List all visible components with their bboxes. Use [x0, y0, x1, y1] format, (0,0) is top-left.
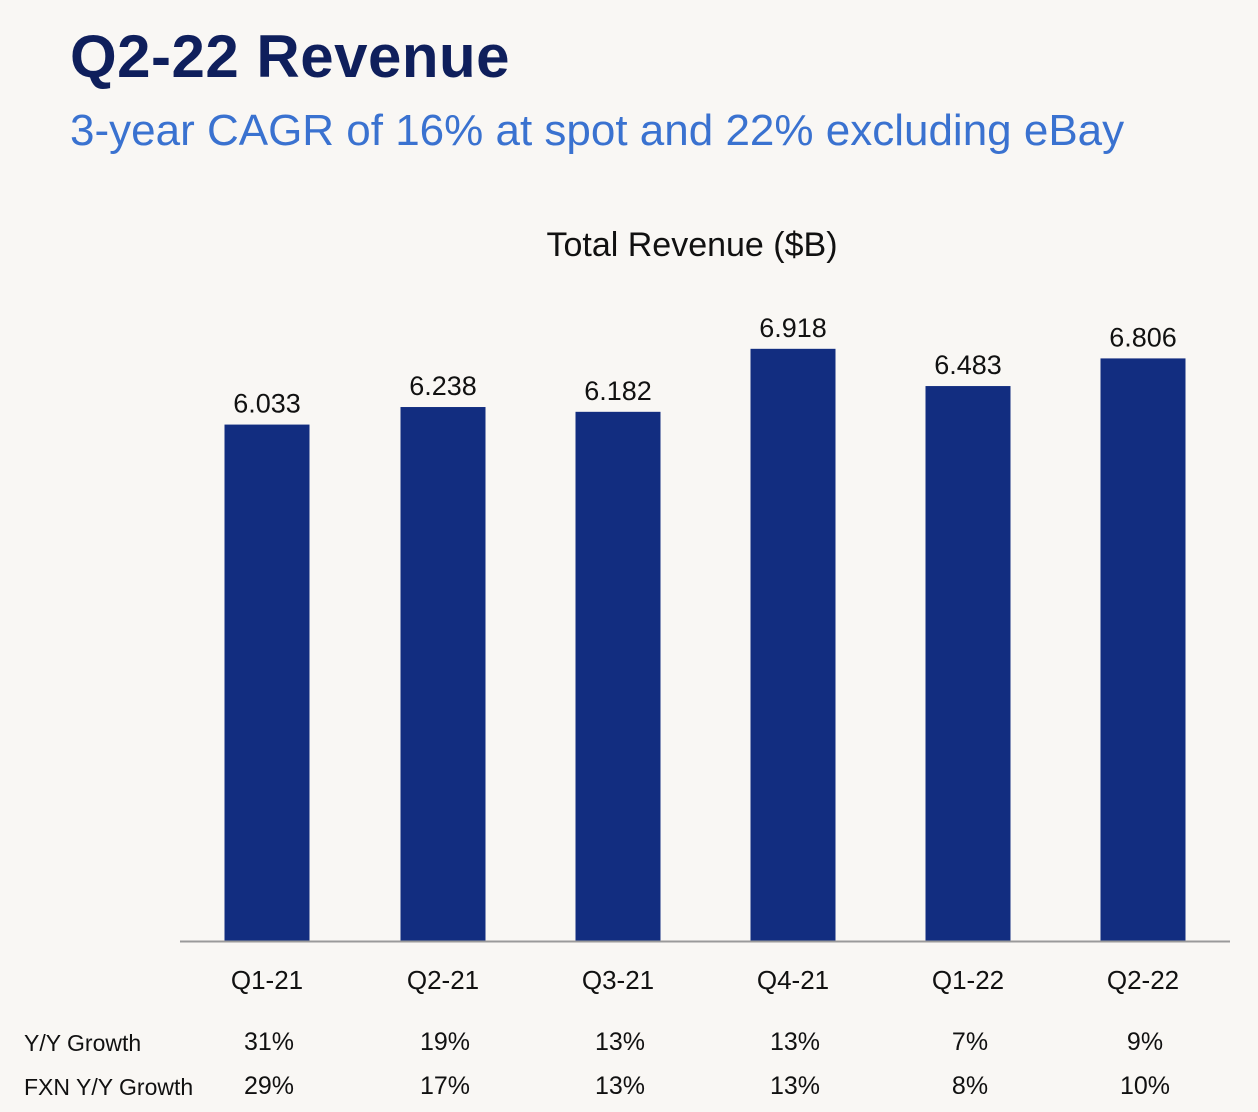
x-tick-label: Q2-22 — [1107, 965, 1179, 995]
data-label: 6.033 — [233, 389, 301, 419]
data-label: 6.182 — [584, 376, 652, 406]
table-cell: 13% — [594, 1028, 646, 1056]
table-cell: 9% — [1126, 1028, 1164, 1056]
table-cell: 7% — [951, 1028, 989, 1056]
x-tick-label: Q3-21 — [582, 965, 654, 995]
page-subtitle: 3-year CAGR of 16% at spot and 22% exclu… — [70, 106, 1125, 155]
table-row-label: FXN Y/Y Growth — [24, 1074, 194, 1100]
data-label: 6.238 — [409, 371, 477, 401]
table-cell: 17% — [419, 1072, 471, 1100]
data-label: 6.483 — [934, 350, 1002, 380]
bar-q1-21 — [224, 424, 310, 941]
bar-q2-22 — [1100, 358, 1186, 942]
bar-q4-21 — [750, 348, 836, 941]
table-cell: 8% — [951, 1072, 989, 1100]
data-label: 6.806 — [1109, 322, 1177, 352]
data-label: 6.918 — [759, 313, 827, 343]
x-tick-label: Q4-21 — [757, 965, 829, 995]
table-cell: 13% — [594, 1072, 646, 1100]
table-cell: 31% — [243, 1028, 295, 1056]
table-cell: 10% — [1119, 1072, 1171, 1100]
page-title: Q2-22 Revenue — [70, 23, 511, 90]
table-cell: 29% — [243, 1072, 295, 1100]
bar-q1-22 — [925, 386, 1011, 942]
x-tick-label: Q2-21 — [407, 965, 479, 995]
table-cell: 13% — [769, 1072, 821, 1100]
table-cell: 19% — [419, 1028, 471, 1056]
table-cell: 13% — [769, 1028, 821, 1056]
bar-q3-21 — [575, 411, 661, 941]
table-row-label: Y/Y Growth — [24, 1030, 142, 1056]
chart-title: Total Revenue ($B) — [546, 226, 838, 264]
x-tick-label: Q1-22 — [932, 965, 1004, 995]
x-tick-label: Q1-21 — [231, 965, 303, 995]
bar-q2-21 — [400, 407, 486, 941]
